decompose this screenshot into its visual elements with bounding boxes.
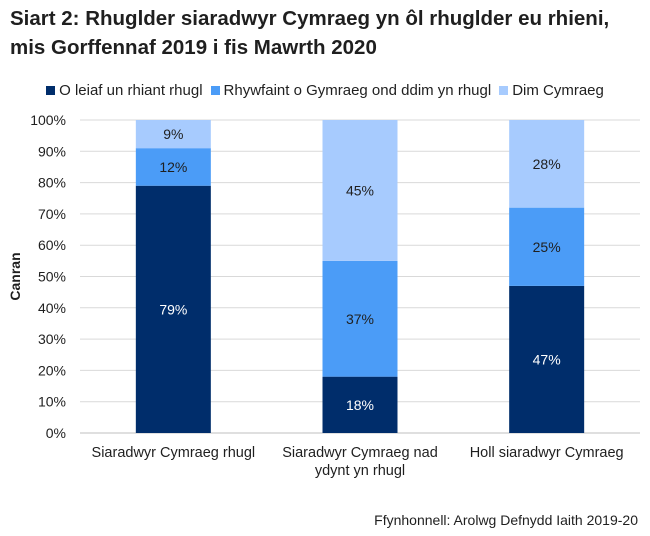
x-tick-label: Siaradwyr Cymraeg nad <box>282 445 438 461</box>
bar-segment <box>135 120 211 149</box>
legend-item: Rhywfaint o Gymraeg ond ddim yn rhugl <box>210 82 492 99</box>
bar-segment <box>322 120 398 261</box>
bar-segment <box>322 260 398 377</box>
legend-swatch <box>499 85 509 95</box>
y-axis-label: Canran <box>7 252 23 300</box>
x-tick-label: Holl siaradwyr Cymraeg <box>470 445 624 461</box>
data-label: 45% <box>346 182 374 198</box>
legend: O leiaf un rhiant rhugl Rhywfaint o Gymra… <box>0 82 650 99</box>
y-tick-label: 70% <box>38 206 66 222</box>
bar-segment <box>509 120 585 208</box>
data-label: 12% <box>159 159 187 175</box>
legend-swatch <box>46 85 56 95</box>
y-tick-label: 20% <box>38 362 66 378</box>
y-tick-label: 60% <box>38 237 66 253</box>
legend-label: Rhywfaint o Gymraeg ond ddim yn rhugl <box>223 82 492 99</box>
data-label: 47% <box>533 351 561 367</box>
data-label: 79% <box>159 301 187 317</box>
bar-segment <box>135 148 211 186</box>
data-label: 18% <box>346 397 374 413</box>
bar-segment <box>509 207 585 286</box>
y-tick-label: 10% <box>38 394 66 410</box>
x-tick-label: Siaradwyr Cymraeg rhugl <box>92 445 256 461</box>
chart-title: Siart 2: Rhuglder siaradwyr Cymraeg yn ô… <box>10 7 610 59</box>
legend-label: O leiaf un rhiant rhugl <box>59 82 203 99</box>
x-tick-label: ydynt yn rhugl <box>315 463 405 479</box>
legend-label: Dim Cymraeg <box>512 82 604 99</box>
source-note: Ffynhonnell: Arolwg Defnydd Iaith 2019-2… <box>374 512 638 528</box>
legend-item: Dim Cymraeg <box>499 82 604 99</box>
data-label: 25% <box>533 239 561 255</box>
legend-swatch <box>210 85 220 95</box>
y-tick-label: 30% <box>38 331 66 347</box>
y-tick-label: 90% <box>38 143 66 159</box>
y-tick-label: 0% <box>46 425 66 441</box>
data-label: 9% <box>163 126 183 142</box>
data-label: 37% <box>346 311 374 327</box>
bar-segment <box>322 376 398 433</box>
y-tick-label: 80% <box>38 175 66 191</box>
legend-item: O leiaf un rhiant rhugl <box>46 82 203 99</box>
y-tick-label: 40% <box>38 300 66 316</box>
y-tick-label: 50% <box>38 269 66 285</box>
bar-segment <box>509 285 585 433</box>
data-label: 28% <box>533 156 561 172</box>
bar-segment <box>135 185 211 433</box>
y-tick-label: 100% <box>30 112 66 128</box>
plot-area: 0% 10% 20% 30% 40% 50% 60% 70% 80% 90% 100% Canran 7… <box>7 112 640 479</box>
